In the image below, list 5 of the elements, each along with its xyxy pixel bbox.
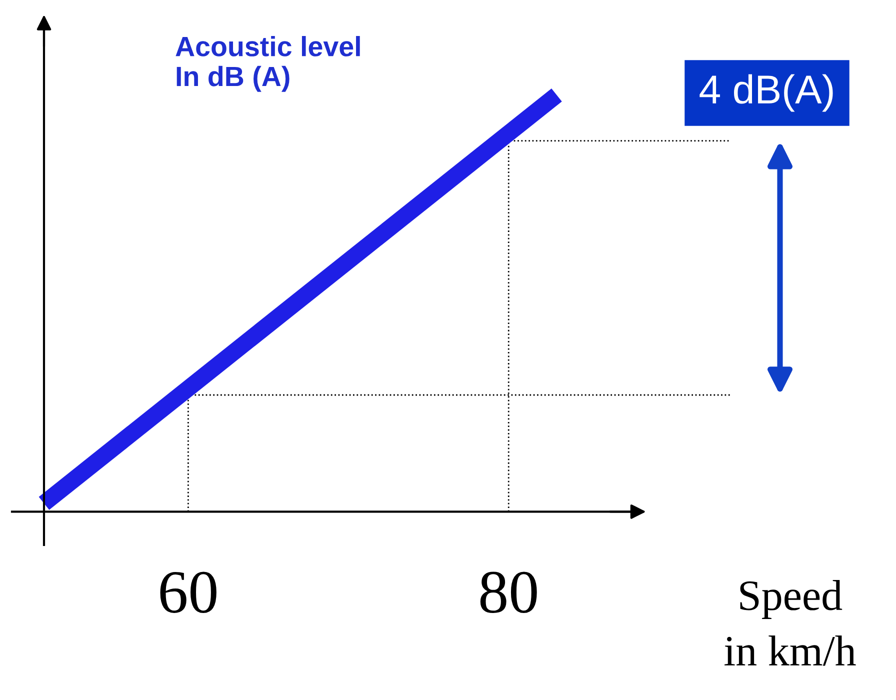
text: 4 dB(A) xyxy=(700,74,833,112)
x-tick-label: 60 xyxy=(160,572,216,614)
y-axis-title: Acoustic level In dB (A) xyxy=(176,36,360,92)
x-tick-label: 80 xyxy=(480,572,537,614)
x-axis-title: Speed in km/h xyxy=(724,580,856,666)
